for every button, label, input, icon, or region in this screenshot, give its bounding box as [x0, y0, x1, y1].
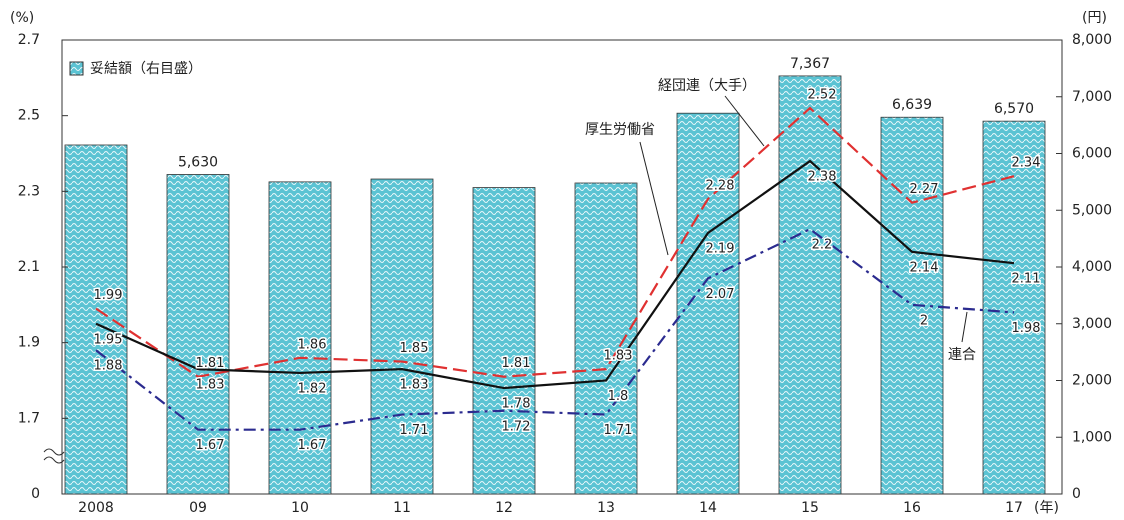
y-tick-label: 2.3 — [18, 183, 40, 199]
line-series — [95, 227, 1015, 431]
y-tick-label: 1.7 — [18, 410, 40, 426]
line-value-label: 2.07 — [706, 287, 735, 302]
line-value-label: 2.27 — [910, 182, 939, 197]
line-value-label: 1.83 — [604, 349, 633, 364]
annotation-arrow — [639, 141, 669, 256]
y2-tick-label: 5,000 — [1072, 202, 1112, 218]
bar-value-label: 6,570 — [994, 101, 1034, 117]
bar-value-label: 6,639 — [892, 97, 932, 113]
y2-tick-label: 7,000 — [1072, 89, 1112, 105]
y2-tick-label: 1,000 — [1072, 429, 1112, 445]
bar — [982, 120, 1046, 495]
line-value-label: 1.67 — [196, 438, 225, 453]
line-value-label: 2.2 — [812, 238, 833, 253]
bar-value-label: 5,630 — [178, 154, 218, 170]
bar — [64, 144, 128, 495]
line-value-label: 1.81 — [502, 356, 531, 371]
bar — [472, 187, 536, 495]
line-value-label: 2.52 — [808, 88, 837, 103]
y2-tick-label: 0 — [1072, 486, 1081, 502]
line-value-label: 1.99 — [94, 288, 123, 303]
line-series — [95, 159, 1015, 390]
series-annotation: 連合 — [948, 347, 976, 363]
line-value-label: 1.72 — [502, 419, 531, 434]
y-tick-label: 2.7 — [18, 32, 40, 48]
y-tick-label: 2.1 — [18, 259, 40, 275]
bars — [64, 75, 1046, 495]
y2-tick-label: 6,000 — [1072, 146, 1112, 162]
y2-tick-label: 8,000 — [1072, 32, 1112, 48]
annotation-arrow — [961, 311, 968, 343]
y2-axis-label: (円) — [1082, 10, 1107, 26]
bar — [370, 178, 434, 495]
line-value-label: 1.86 — [298, 337, 327, 352]
line-value-label: 2.28 — [706, 178, 735, 193]
bar — [166, 174, 230, 495]
line-value-label: 1.95 — [94, 332, 123, 347]
x-tick-label: 17 — [1005, 500, 1023, 516]
legend-swatch — [69, 61, 84, 76]
y2-tick-label: 4,000 — [1072, 259, 1112, 275]
y2-tick-label: 3,000 — [1072, 316, 1112, 332]
line-value-label: 1.83 — [400, 378, 429, 393]
bar — [880, 116, 944, 495]
axis-break — [43, 448, 65, 464]
line-value-label: 2.34 — [1012, 156, 1041, 171]
line-value-label: 1.82 — [298, 381, 327, 396]
line-value-label: 2.14 — [910, 260, 939, 275]
annotation-arrow — [724, 95, 765, 147]
y-tick-label: 2.5 — [18, 108, 40, 124]
line-value-label: 1.78 — [502, 397, 531, 412]
bar-value-label: 7,367 — [790, 56, 830, 72]
x-tick-label: 14 — [699, 500, 717, 516]
line-value-label: 2.38 — [808, 170, 837, 185]
x-tick-label: 15 — [801, 500, 819, 516]
y-tick-label: 1.9 — [18, 335, 40, 351]
line-value-label: 1.8 — [608, 389, 629, 404]
x-tick-label: 10 — [291, 500, 309, 516]
bar — [778, 75, 842, 495]
x-unit: (年) — [1034, 500, 1059, 516]
x-tick-label: 13 — [597, 500, 615, 516]
y-tick-label: 0 — [31, 486, 40, 502]
x-tick-label: 16 — [903, 500, 921, 516]
bar — [574, 182, 638, 495]
x-tick-label: 12 — [495, 500, 513, 516]
y-axis-label: (%) — [10, 10, 34, 26]
series-annotation: 厚生労働省 — [585, 122, 655, 138]
line-value-label: 1.81 — [196, 356, 225, 371]
line-value-label: 1.83 — [196, 378, 225, 393]
line-value-label: 1.98 — [1012, 321, 1041, 336]
line-value-label: 2.19 — [706, 241, 735, 256]
y2-tick-label: 2,000 — [1072, 373, 1112, 389]
line-value-label: 1.88 — [94, 359, 123, 374]
line-series — [95, 106, 1015, 378]
line-value-label: 2 — [920, 313, 928, 328]
line-value-label: 1.67 — [298, 438, 327, 453]
series-annotation: 経団連（大手） — [658, 78, 756, 94]
line-value-label: 1.85 — [400, 341, 429, 356]
line-value-label: 1.71 — [604, 423, 633, 438]
lines — [95, 106, 1015, 431]
line-value-label: 1.71 — [400, 423, 429, 438]
x-tick-label: 11 — [393, 500, 411, 516]
bar — [268, 181, 332, 495]
bar — [676, 112, 740, 495]
legend-label: 妥結額（右目盛） — [90, 61, 202, 77]
x-tick-label: 09 — [189, 500, 207, 516]
x-tick-label: 2008 — [78, 500, 114, 516]
line-value-label: 2.11 — [1012, 272, 1041, 287]
